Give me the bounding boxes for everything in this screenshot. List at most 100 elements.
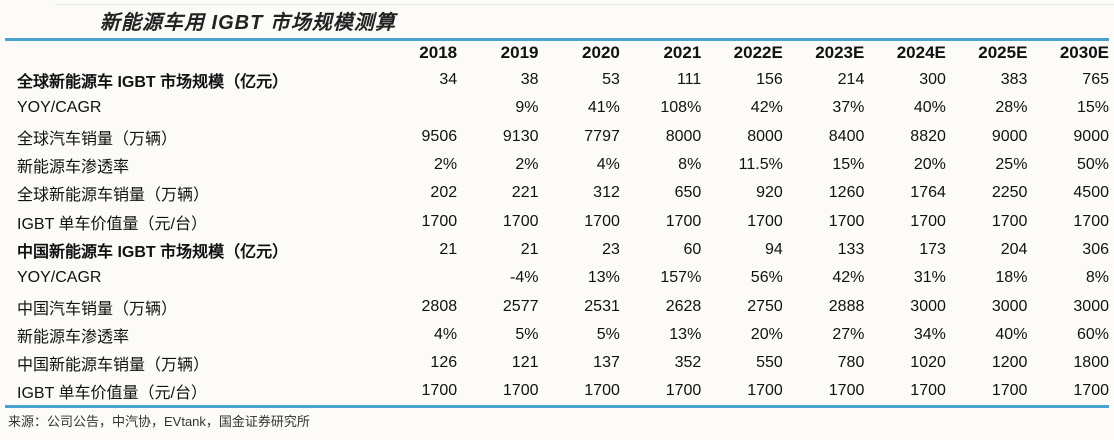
cell-value: 9506 — [421, 127, 458, 145]
cell-value: 1700 — [502, 212, 539, 230]
cell-value: 1764 — [910, 184, 946, 202]
cell-value: 53 — [602, 71, 620, 89]
cell-value: 1800 — [1073, 354, 1109, 372]
cell-value: 108% — [660, 99, 702, 117]
cell-value: 1020 — [910, 354, 946, 372]
cell-value: 13% — [587, 269, 620, 287]
table-row: IGBT 单车价值量（元/台） 1700 1700 1700 1700 1700 1700 1… — [5, 377, 1109, 405]
cell-value: 111 — [676, 71, 702, 89]
cell-value: 2% — [515, 156, 539, 174]
cell-value: 2888 — [828, 297, 865, 315]
cell-value: 1200 — [991, 354, 1028, 372]
cell-value: 34 — [439, 71, 458, 89]
cell-value: 31% — [913, 269, 946, 287]
table-row: IGBT 单车价值量（元/台） 1700 1700 1700 1700 1700 1700 1… — [5, 207, 1109, 235]
cell-value: 1700 — [747, 382, 783, 400]
top-divider — [55, 4, 1114, 5]
cell-value: 3000 — [991, 297, 1028, 315]
cell-value: 300 — [919, 71, 946, 89]
cell-value: 18% — [995, 269, 1028, 287]
row-label: YOY/CAGR — [17, 269, 102, 287]
cell-value: 1700 — [1073, 212, 1109, 230]
cell-value: 25% — [995, 156, 1028, 174]
cell-value: 780 — [837, 354, 865, 372]
cell-value: 5% — [515, 325, 539, 343]
row-label: 中国新能源车 IGBT 市场规模（亿元） — [17, 243, 289, 261]
cell-value: 94 — [765, 240, 783, 258]
cell-value: 38 — [520, 71, 539, 89]
cell-value: 23 — [602, 240, 620, 258]
cell-value: 650 — [674, 184, 702, 202]
column-header: 2021 — [663, 43, 702, 62]
cell-value: 28% — [995, 99, 1028, 117]
column-header: 2018 — [419, 43, 458, 62]
cell-value: 1700 — [584, 382, 620, 400]
bottom-rule — [5, 405, 1109, 408]
cell-value: 15% — [1076, 99, 1109, 117]
table-row: 新能源车渗透率 2% 2% 4% 8% 11.5% 15% 20% 25% 50% — [5, 151, 1109, 179]
column-header: 2024E — [896, 43, 946, 62]
row-label: IGBT 单车价值量（元/台） — [17, 215, 207, 233]
cell-value: 50% — [1076, 156, 1109, 174]
cell-value: 1260 — [828, 184, 865, 202]
cell-value: 1700 — [991, 382, 1028, 400]
cell-value: 550 — [756, 354, 783, 372]
cell-value: 126 — [430, 354, 458, 372]
header-row: 2018 2019 2020 2021 2022E 2023E 2024E 2025E 2030… — [5, 40, 1109, 66]
row-label: 中国新能源车销量（万辆） — [17, 357, 210, 375]
cell-value: 202 — [430, 184, 458, 202]
row-label: 全球新能源车 IGBT 市场规模（亿元） — [17, 74, 289, 92]
cell-value: 34% — [913, 325, 946, 343]
cell-value: 9130 — [502, 127, 539, 145]
cell-value: 8% — [1085, 269, 1109, 287]
cell-value: 9% — [515, 99, 539, 117]
cell-value: 1700 — [1073, 382, 1109, 400]
cell-value: 3000 — [910, 297, 946, 315]
cell-value: 40% — [913, 99, 946, 117]
cell-value: 1700 — [584, 212, 620, 230]
table-row: 中国汽车销量（万辆） 2808 2577 2531 2628 2750 2888 3000 30… — [5, 292, 1109, 320]
table-row: 全球汽车销量（万辆） 9506 9130 7797 8000 8000 8400 8820 90… — [5, 123, 1109, 151]
header-label — [5, 40, 376, 66]
row-label: 全球新能源车销量（万辆） — [17, 187, 210, 205]
cell-value: 13% — [669, 325, 702, 343]
cell-value: 56% — [750, 269, 783, 287]
cell-value: 21 — [439, 240, 458, 258]
cell-value: 1700 — [828, 212, 865, 230]
table-row: YOY/CAGR -4% 13% 157% 56% 42% 31% 18% 8% — [5, 264, 1109, 292]
cell-value: 765 — [1082, 71, 1109, 89]
cell-value: 27% — [832, 325, 865, 343]
cell-value: 2808 — [421, 297, 458, 315]
column-header: 2023E — [815, 43, 865, 62]
cell-value: 1700 — [910, 212, 946, 230]
cell-value: 2% — [434, 156, 458, 174]
cell-value: 173 — [919, 240, 946, 258]
cell-value: 2628 — [665, 297, 702, 315]
cell-value: 15% — [832, 156, 865, 174]
cell-value: 20% — [750, 325, 783, 343]
column-header: 2022E — [733, 43, 783, 62]
cell-value: 21 — [520, 240, 539, 258]
cell-value: 60 — [683, 240, 702, 258]
cell-value: 7797 — [584, 127, 620, 145]
cell-value: 20% — [913, 156, 946, 174]
table-row: 中国新能源车 IGBT 市场规模（亿元） 21 21 23 60 94 133 173 204 3… — [5, 236, 1109, 264]
table-row: 全球新能源车销量（万辆） 202 221 312 650 920 1260 1764 2250 4… — [5, 179, 1109, 207]
cell-value: 1700 — [910, 382, 946, 400]
cell-value: 133 — [837, 240, 865, 258]
cell-value: 1700 — [747, 212, 783, 230]
cell-value: 1700 — [665, 382, 702, 400]
cell-value: 9000 — [1073, 127, 1109, 145]
cell-value: 37% — [832, 99, 865, 117]
cell-value: 9000 — [991, 127, 1028, 145]
cell-value: 5% — [596, 325, 620, 343]
cell-value: 8000 — [665, 127, 702, 145]
cell-value: 11.5% — [738, 156, 783, 174]
cell-value: 42% — [750, 99, 783, 117]
cell-value: 42% — [832, 269, 865, 287]
cell-value: 4500 — [1073, 184, 1109, 202]
row-label: 中国汽车销量（万辆） — [17, 300, 178, 318]
row-label: IGBT 单车价值量（元/台） — [17, 385, 207, 403]
column-header: 2025E — [978, 43, 1028, 62]
row-label: 新能源车渗透率 — [17, 328, 130, 346]
